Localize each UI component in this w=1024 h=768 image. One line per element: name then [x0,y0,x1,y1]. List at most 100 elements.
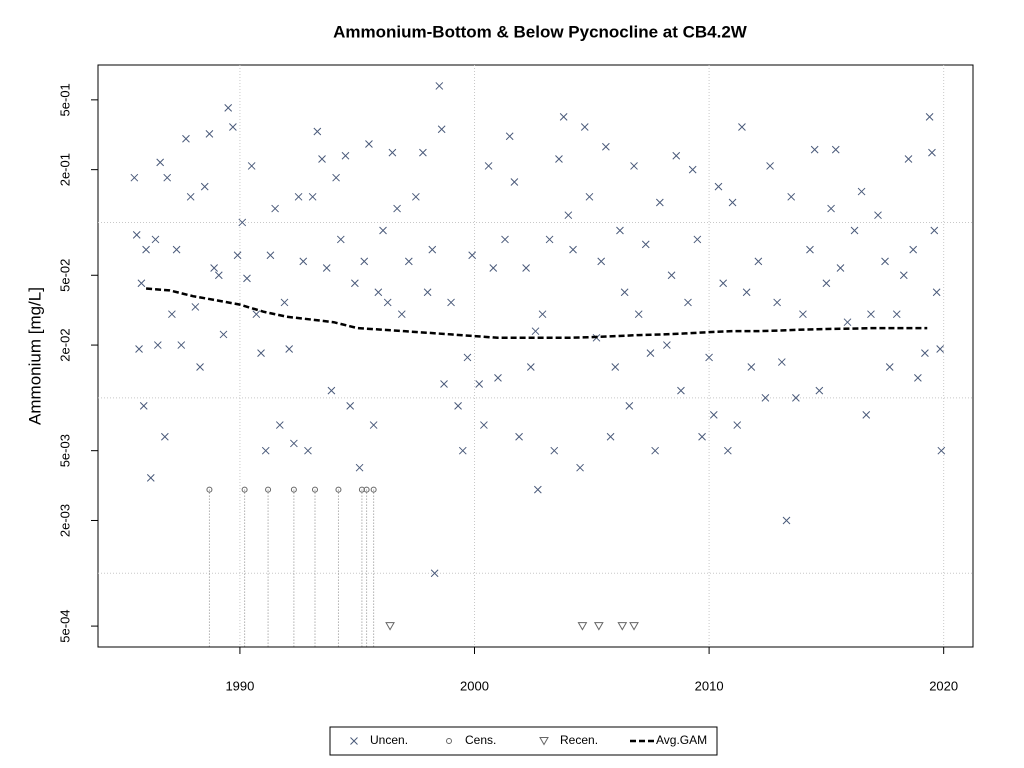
x-marker [738,123,746,131]
x-marker [559,112,568,121]
x-marker [672,151,681,160]
x-marker [733,421,742,429]
x-marker [585,192,594,201]
x-marker [142,245,150,254]
x-marker [904,155,913,163]
x-marker [533,485,542,494]
y-tick-label: 5e-04 [57,609,72,642]
gam-line [145,287,928,340]
x-marker [538,310,547,319]
x-marker [130,173,139,182]
circle-marker [311,486,318,493]
x-marker [799,310,807,319]
x-marker [393,204,401,213]
x-marker [243,274,251,283]
x-marker [350,737,358,745]
x-marker [806,245,814,254]
x-marker [677,386,685,395]
x-marker [862,411,871,419]
legend-box [329,726,718,756]
x-marker [576,463,584,472]
x-marker [168,310,176,319]
x-marker [374,288,383,297]
circle-marker [265,486,272,493]
x-marker [419,148,427,157]
x-marker [526,363,535,371]
x-marker [773,298,781,307]
x-marker [219,330,228,339]
x-marker [137,279,146,288]
x-marker [782,516,791,525]
y-tick-label: 5e-01 [57,83,72,116]
x-marker [747,363,756,371]
y-tick-label: 2e-02 [57,328,72,361]
x-marker [634,310,643,319]
x-marker [928,148,936,157]
x-marker [261,446,270,455]
x-marker [266,251,275,260]
chart-title: Ammonium-Bottom & Below Pycnocline at CB… [333,22,748,41]
x-marker [850,226,859,235]
x-marker [810,145,819,154]
x-marker [341,151,350,160]
legend-label: Recen. [560,733,598,747]
y-axis-label: Ammonium [mg/L] [25,287,44,425]
triangle-marker [385,622,395,631]
circle-marker [335,486,342,493]
x-marker [489,264,498,272]
x-marker [275,421,284,429]
x-marker [252,310,261,319]
plot-frame [97,64,974,648]
x-marker [867,310,875,319]
x-marker [742,288,751,297]
x-marker [620,288,629,297]
x-marker [843,318,852,327]
x-marker [299,257,308,266]
x-marker [132,230,141,239]
x-marker [698,432,706,441]
x-marker [651,446,659,455]
x-marker [597,257,606,266]
x-marker [468,251,477,260]
x-marker [437,125,446,134]
x-marker [355,463,364,472]
x-marker [233,251,242,260]
x-marker [304,446,312,455]
x-marker [641,240,650,249]
x-marker [484,162,493,170]
circle-marker [446,738,452,744]
x-marker [285,345,294,353]
x-marker [346,402,355,410]
x-marker [172,245,181,254]
x-marker [580,123,589,131]
triangle-marker [617,622,628,631]
x-marker [646,349,655,357]
y-tick-label: 2e-03 [57,504,72,537]
x-marker [196,363,204,371]
x-marker [200,182,209,191]
x-marker [761,394,770,402]
x-marker [827,204,835,213]
x-marker [153,341,162,349]
x-marker [463,353,472,362]
x-marker [892,310,901,319]
y-tick-label: 2e-01 [57,153,72,186]
x-marker [932,288,941,297]
x-marker [404,257,413,266]
x-marker [550,446,559,455]
x-marker [688,165,697,174]
x-marker [308,192,317,201]
x-marker [435,82,444,90]
x-marker [925,112,934,121]
x-marker [564,211,573,220]
x-marker [937,446,946,455]
x-marker [327,386,336,395]
legend-label: Cens. [465,733,496,747]
x-tick-label: 2010 [695,678,724,693]
x-marker [709,411,718,419]
circle-marker [206,486,213,493]
x-tick-label: 2000 [460,678,489,693]
x-marker [831,145,840,154]
x-marker [257,349,265,357]
x-marker [447,298,455,307]
